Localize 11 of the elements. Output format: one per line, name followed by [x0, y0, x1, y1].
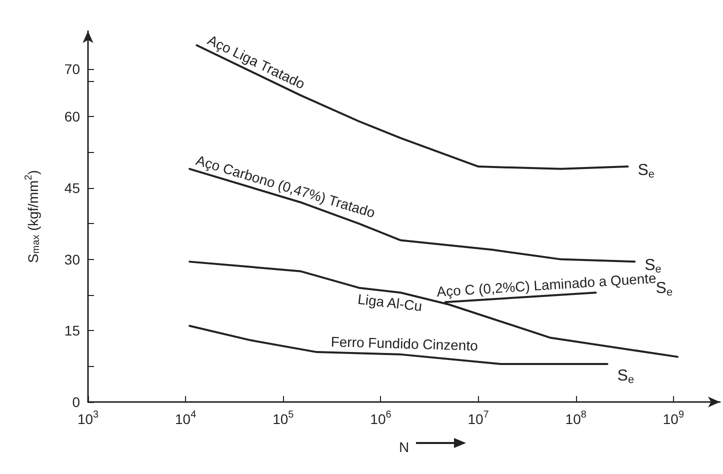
y-tick-label: 70 [64, 61, 80, 78]
y-tick-label: 0 [72, 394, 80, 410]
y-tick-label: 30 [64, 251, 80, 268]
series-label: Ferro Fundido Cinzento [330, 333, 478, 354]
x-axis-title: N [398, 439, 410, 455]
y-tick-label: 15 [64, 322, 80, 339]
series-label: Aço C (0,2%C) Laminado a Quente [436, 270, 657, 300]
y-axis-title: Smax (kgf/mm2) [24, 170, 42, 263]
y-tick-label: 45 [64, 180, 80, 196]
text: Liga Al-Cu [356, 290, 423, 314]
y-tick-label: 60 [64, 108, 80, 125]
